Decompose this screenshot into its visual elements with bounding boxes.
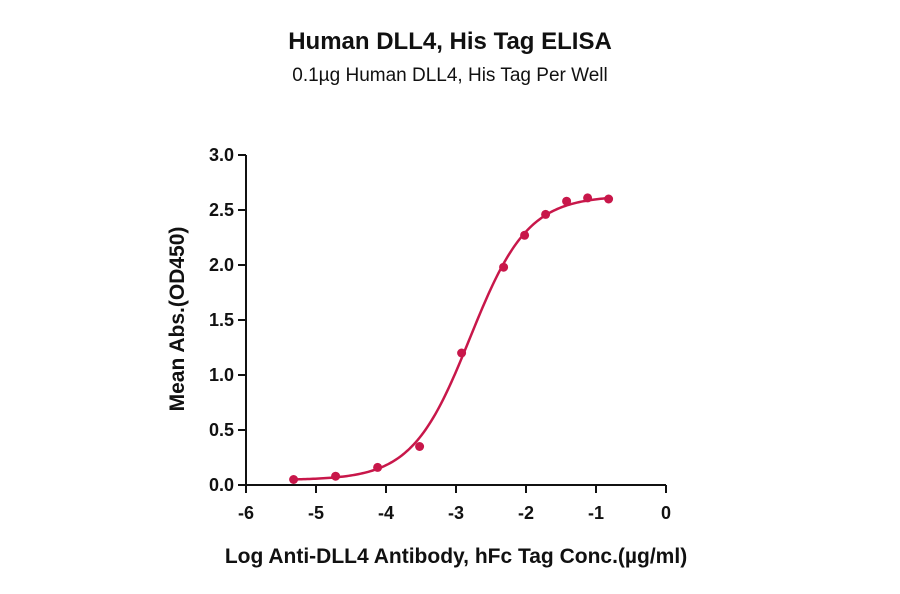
y-tick-label: 1.5 — [209, 310, 234, 330]
x-tick-label: -3 — [448, 503, 464, 523]
x-tick-label: -1 — [588, 503, 604, 523]
x-tick-label: 0 — [661, 503, 671, 523]
y-tick-label: 1.0 — [209, 365, 234, 385]
data-points — [289, 193, 614, 484]
y-tick-label: 3.0 — [209, 145, 234, 165]
data-point — [457, 348, 467, 358]
y-tick-label: 2.0 — [209, 255, 234, 275]
chart-title: Human DLL4, His Tag ELISA — [288, 28, 612, 55]
data-point — [604, 194, 614, 204]
chart-subtitle: 0.1µg Human DLL4, His Tag Per Well — [292, 65, 608, 86]
data-point — [541, 209, 551, 219]
axes: -6 -5 -4 -3 -2 -1 0 0.0 0.5 1.0 1.5 2.0 2.5 3.0 — [209, 145, 671, 523]
data-point — [373, 462, 383, 472]
data-point — [499, 262, 509, 272]
x-tick-label: -6 — [238, 503, 254, 523]
data-point — [583, 193, 593, 203]
data-point — [562, 196, 572, 206]
x-tick-label: -2 — [518, 503, 534, 523]
data-point — [289, 475, 299, 484]
x-tick-label: -5 — [308, 503, 324, 523]
y-tick-label: 2.5 — [209, 200, 234, 220]
y-tick-label: 0.0 — [209, 475, 234, 495]
x-axis-label: Log Anti-DLL4 Antibody, hFc Tag Conc.(µg… — [225, 545, 687, 568]
y-axis-label: Mean Abs.(OD450) — [166, 227, 189, 412]
data-point — [520, 230, 530, 240]
data-point — [415, 442, 425, 451]
data-point — [331, 471, 341, 481]
y-tick-label: 0.5 — [209, 420, 234, 440]
x-tick-label: -4 — [378, 503, 394, 523]
fit-curve — [293, 196, 609, 481]
